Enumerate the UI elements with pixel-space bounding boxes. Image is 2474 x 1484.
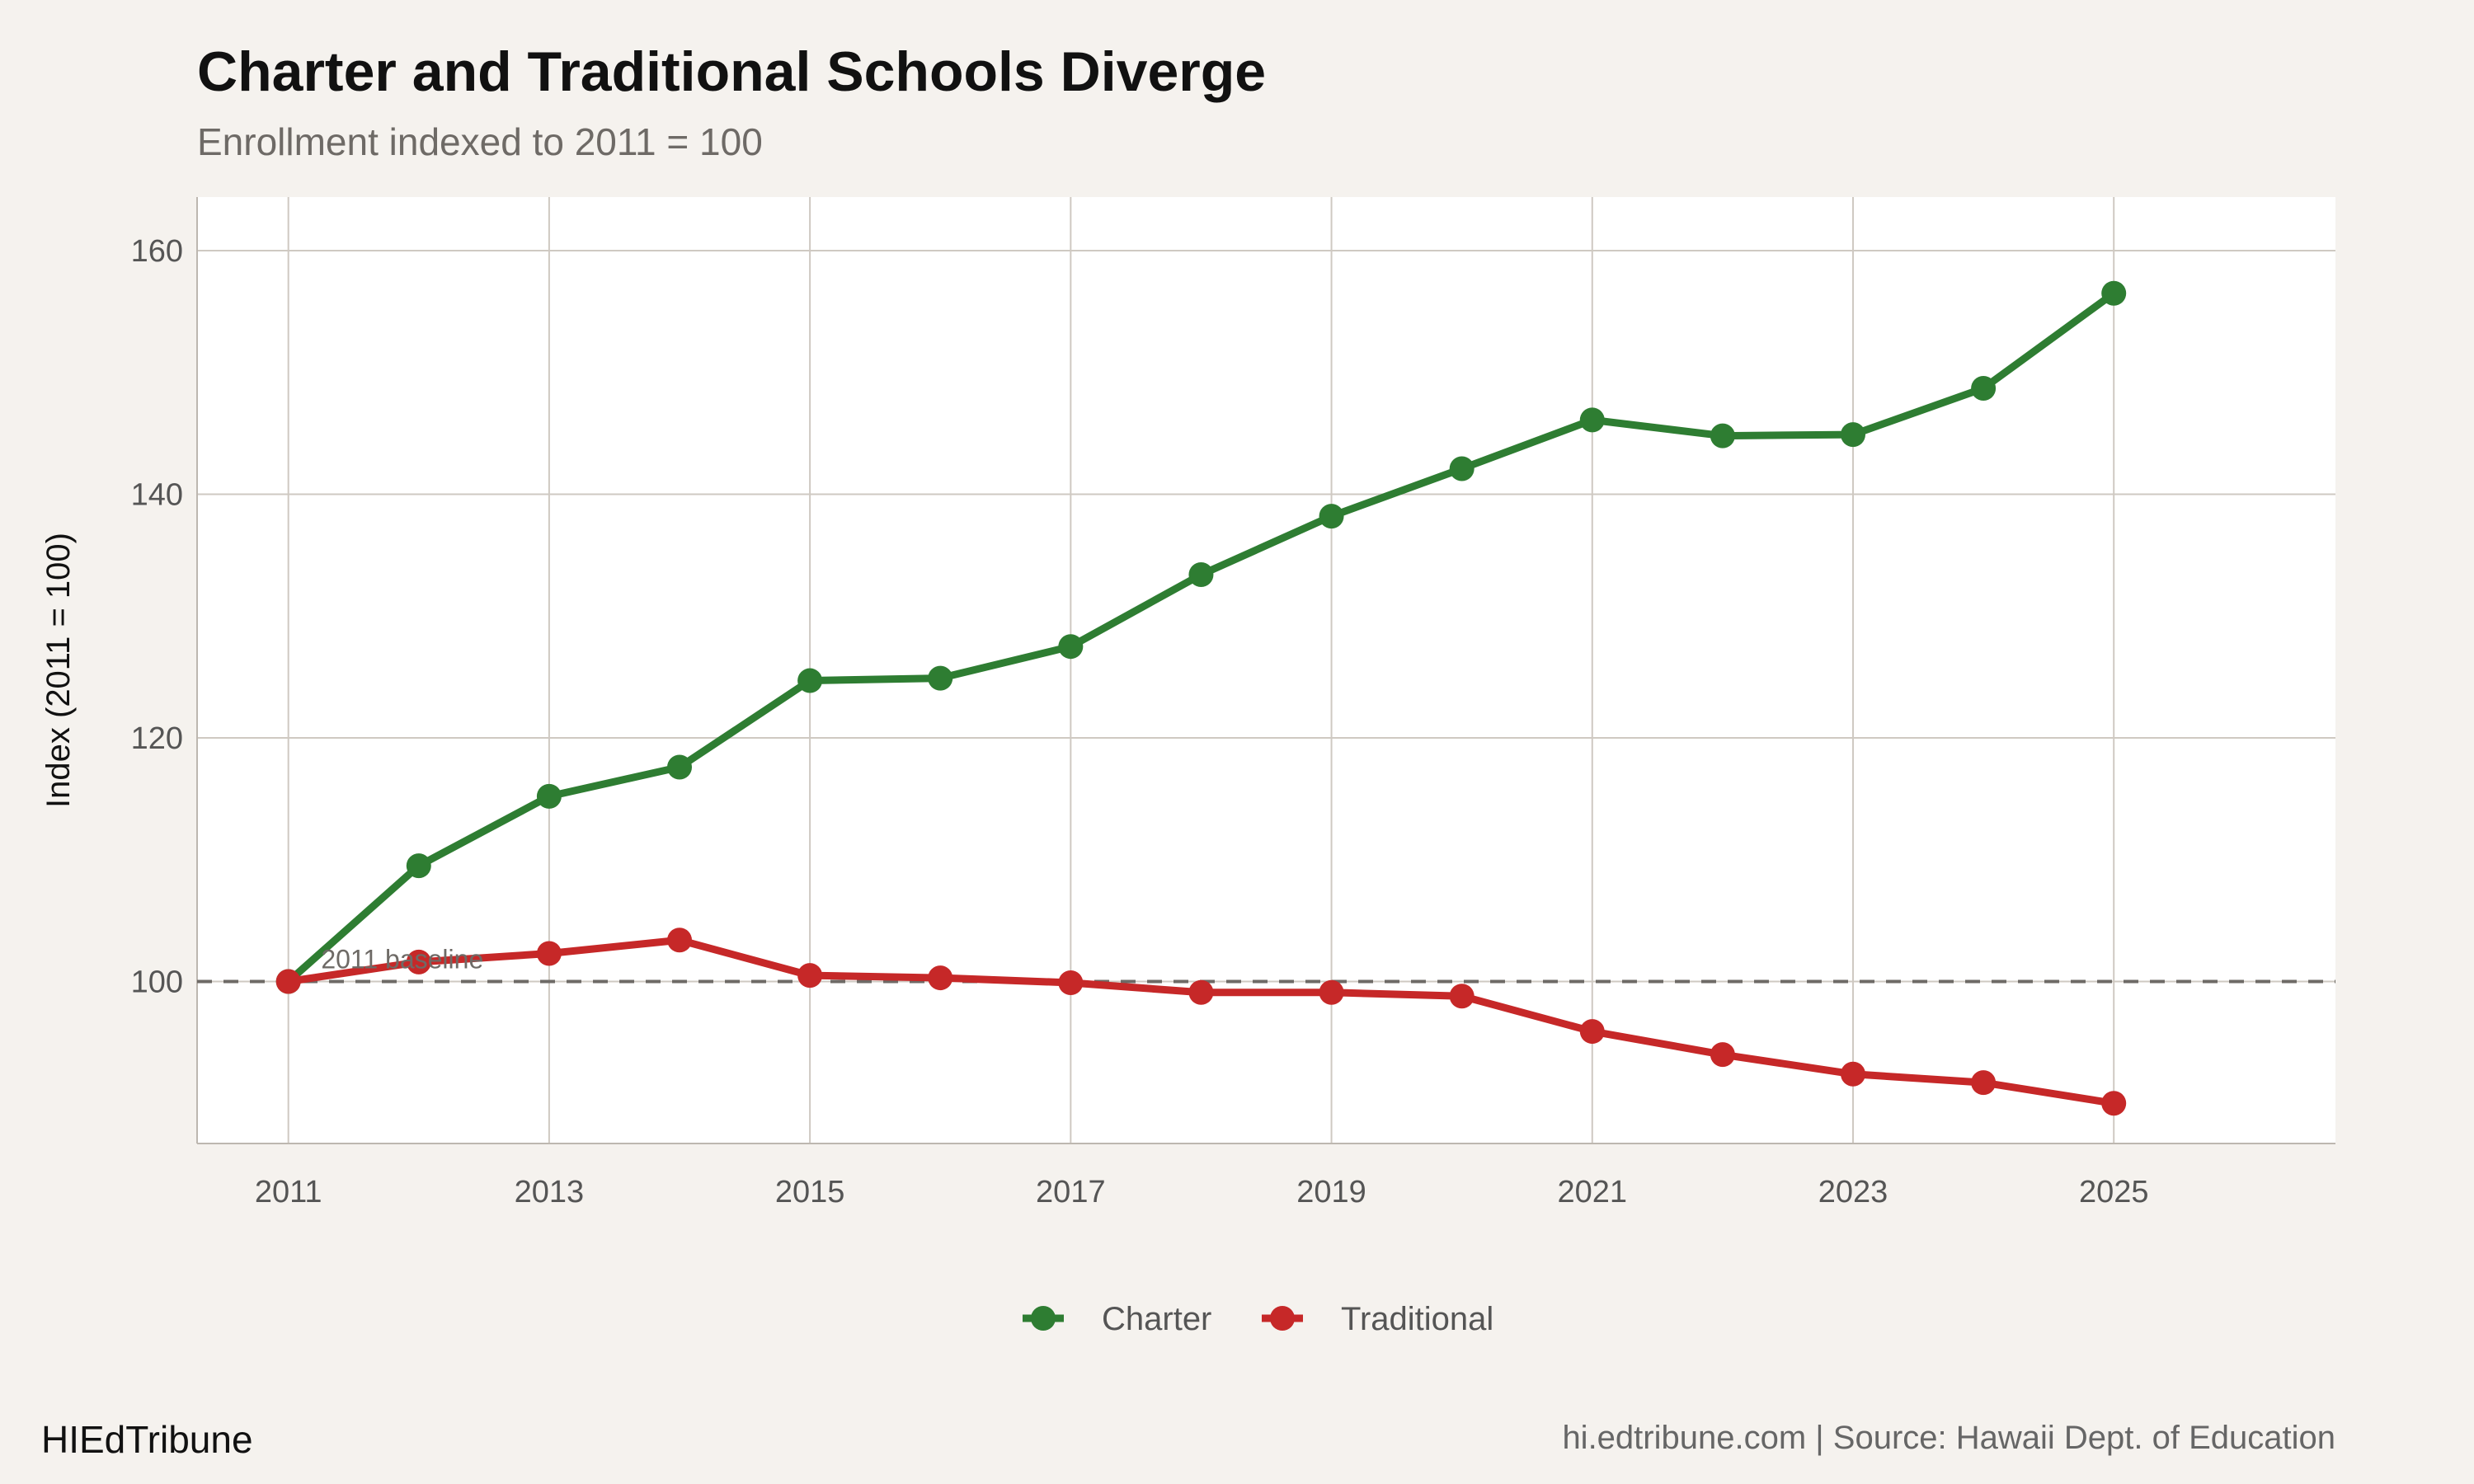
brand-label: HIEdTribune — [41, 1418, 253, 1461]
data-point-traditional — [1188, 979, 1214, 1005]
data-point-traditional — [797, 963, 823, 989]
x-tick-label: 2015 — [775, 1175, 845, 1209]
data-point-charter — [797, 668, 823, 693]
chart-title: Charter and Traditional Schools Diverge — [197, 40, 1266, 103]
data-point-traditional — [536, 941, 562, 966]
data-point-charter — [1579, 407, 1605, 433]
x-tick-label: 2017 — [1036, 1175, 1106, 1209]
legend-label: Charter — [1102, 1301, 1211, 1337]
data-point-charter — [406, 853, 431, 879]
baseline-annotation: 2011 baseline — [321, 944, 483, 974]
data-point-traditional — [2101, 1091, 2127, 1116]
data-point-charter — [1058, 634, 1084, 660]
data-point-charter — [1840, 422, 1865, 448]
data-point-traditional — [1449, 984, 1475, 1009]
legend-item-traditional: Traditional — [1262, 1301, 1493, 1337]
data-point-charter — [1188, 562, 1214, 588]
x-tick-label: 2013 — [515, 1175, 585, 1209]
x-tick-label: 2021 — [1558, 1175, 1628, 1209]
legend-item-charter: Charter — [1023, 1301, 1211, 1337]
data-point-charter — [928, 665, 953, 691]
data-point-charter — [536, 783, 562, 809]
y-axis-label: Index (2011 = 100) — [40, 533, 77, 808]
legend-marker — [1270, 1306, 1295, 1331]
x-tick-label: 2019 — [1296, 1175, 1366, 1209]
chart-subtitle: Enrollment indexed to 2011 = 100 — [197, 120, 763, 163]
y-tick-label: 140 — [131, 478, 183, 513]
plot-area — [197, 197, 2335, 1144]
data-point-charter — [1710, 423, 1735, 448]
x-tick-label: 2025 — [2079, 1175, 2149, 1209]
x-tick-label: 2023 — [1818, 1175, 1888, 1209]
data-point-charter — [667, 754, 693, 780]
x-tick-label: 2011 — [255, 1175, 322, 1209]
data-point-traditional — [275, 969, 301, 994]
data-point-traditional — [928, 965, 953, 991]
data-point-charter — [2101, 280, 2127, 306]
data-point-charter — [1319, 504, 1344, 529]
data-point-traditional — [1710, 1042, 1735, 1068]
data-point-charter — [1449, 456, 1475, 481]
legend-label: Traditional — [1341, 1301, 1493, 1337]
y-tick-label: 100 — [131, 965, 183, 999]
source-label: hi.edtribune.com | Source: Hawaii Dept. … — [1562, 1420, 2335, 1456]
data-point-traditional — [667, 928, 693, 953]
data-point-traditional — [1840, 1061, 1865, 1087]
legend-marker — [1031, 1306, 1056, 1331]
data-point-traditional — [1319, 979, 1344, 1005]
data-point-traditional — [1971, 1070, 1997, 1096]
y-tick-label: 160 — [131, 234, 183, 269]
data-point-traditional — [1579, 1019, 1605, 1045]
data-point-charter — [1971, 375, 1997, 401]
data-point-traditional — [1058, 970, 1084, 995]
data-point-traditional — [406, 949, 431, 974]
y-tick-label: 120 — [131, 721, 183, 756]
